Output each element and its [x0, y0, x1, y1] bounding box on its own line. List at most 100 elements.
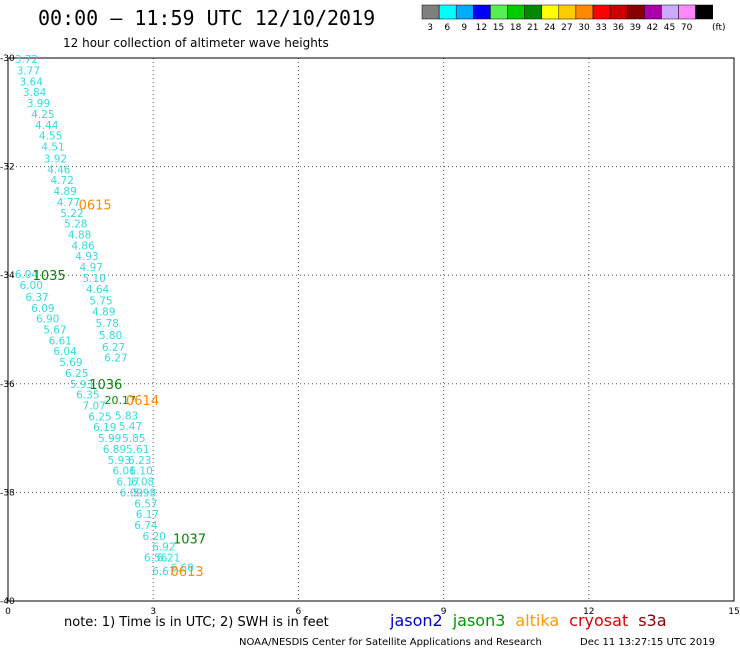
wave-height-point: 4.97 — [80, 262, 103, 274]
wave-height-point: 6.00 — [20, 280, 43, 292]
satellite-legend-s3a: s3a — [638, 611, 666, 630]
wave-height-point: 4.51 — [41, 142, 64, 154]
color-scale-label: 45 — [664, 23, 675, 33]
wave-height-point: 6.09 — [120, 487, 143, 499]
chart-title: 00:00 – 11:59 UTC 12/10/2019 — [38, 6, 375, 30]
color-scale-swatch — [473, 4, 491, 20]
satellite-legend-cryosat: cryosat — [569, 611, 628, 630]
footer-timestamp: Dec 11 13:27:15 UTC 2019 — [580, 637, 715, 648]
wave-height-point: 6.67 — [152, 566, 175, 578]
color-scale-swatch — [524, 4, 542, 20]
wave-height-point: 4.89 — [92, 307, 115, 319]
wave-height-point: 5.28 — [64, 219, 87, 231]
x-tick-label: 3 — [150, 607, 156, 617]
color-scale-swatch — [490, 4, 508, 20]
wave-height-point: 6.61 — [49, 335, 72, 347]
x-tick-label: 0 — [5, 607, 11, 617]
x-tick-labels: 0 3 6 9 12 15 — [5, 607, 740, 617]
wave-height-point: 6.35 — [76, 390, 99, 402]
y-tick-label: -36 — [0, 380, 15, 390]
color-scale-label: 24 — [544, 23, 556, 33]
x-tick-label: 9 — [441, 607, 447, 617]
color-scale-swatch — [678, 4, 696, 20]
wave-height-point: 3.64 — [20, 76, 44, 88]
wave-height-point: 6.23 — [128, 455, 151, 467]
color-scale-label: 18 — [510, 23, 522, 33]
color-scale-swatch — [592, 4, 611, 20]
wave-height-point: 6.89 — [103, 444, 126, 456]
color-scale-label: 21 — [527, 23, 538, 33]
wave-height-point: 6.27 — [102, 342, 125, 354]
wave-height-point: 4.86 — [71, 240, 95, 252]
wave-height-point: 4.46 — [47, 164, 71, 176]
color-scale-label: 33 — [595, 23, 606, 33]
wave-height-point: 6.25 — [88, 411, 111, 423]
wave-height-point: 5.85 — [122, 433, 145, 445]
wave-height-point: 5.80 — [99, 330, 122, 342]
wave-height-point: 6.60 — [171, 562, 194, 574]
wave-height-point: 4.72 — [51, 175, 74, 187]
color-scale-label: 42 — [647, 23, 658, 33]
color-scale-swatch — [421, 4, 440, 20]
pass-time-label: 0615 — [79, 199, 112, 214]
wave-height-point: 5.67 — [43, 325, 66, 337]
color-scale-label: 12 — [476, 23, 487, 33]
grid-lines — [8, 58, 734, 601]
color-scale-label: 39 — [630, 23, 642, 33]
wave-height-point: 4.77 — [57, 197, 80, 209]
wave-height-point: 6.19 — [93, 422, 116, 434]
color-scale-label: 70 — [681, 23, 693, 33]
plot-area: -30 -32 -34 -36 -38 -40 0 3 6 9 12 15 3.723.773.64… — [0, 54, 740, 617]
color-scale-label: 27 — [561, 23, 572, 33]
wave-height-point: 6.17 — [136, 509, 159, 521]
extra-value-label: 20.17 — [105, 394, 137, 407]
color-scale-label: 36 — [612, 23, 624, 33]
wave-height-point: 3.84 — [23, 87, 47, 99]
wave-height-point: 6.04 — [15, 269, 39, 281]
wave-height-point: 6.90 — [36, 314, 59, 326]
color-scale-label: 3 — [427, 23, 433, 33]
wave-height-point: 5.98 — [133, 487, 156, 499]
y-tick-label: -40 — [0, 597, 15, 607]
color-scale-swatch — [507, 4, 525, 20]
color-scale-swatch — [626, 4, 645, 20]
x-tick-label: 6 — [296, 607, 302, 617]
color-scale-legend: 3 6 9 12 15 18 21 24 27 30 33 36 39 42 45 70 — [421, 4, 713, 33]
wave-height-point: 4.88 — [68, 229, 91, 241]
wave-height-point: 4.55 — [39, 131, 62, 143]
color-scale-label: 6 — [444, 23, 450, 33]
wave-height-point: 7.07 — [82, 401, 105, 413]
x-tick-label: 12 — [583, 607, 594, 617]
wave-height-point: 5.78 — [96, 318, 119, 330]
y-tick-label: -38 — [0, 488, 15, 498]
y-tick-label: -30 — [0, 54, 15, 64]
color-scale-swatch — [575, 4, 594, 20]
wave-height-points: 3.723.773.643.843.994.254.444.554.513.92… — [15, 54, 194, 578]
wave-height-point: 4.89 — [53, 186, 76, 198]
pass-time-label: 1036 — [89, 378, 122, 393]
wave-height-point: 3.77 — [17, 65, 40, 77]
y-tick-label: -32 — [0, 163, 15, 173]
wave-height-point: 6.56 — [144, 553, 168, 565]
footer-credit: NOAA/NESDIS Center for Satellite Applica… — [239, 637, 542, 648]
wave-height-point: 4.25 — [31, 109, 54, 121]
wave-height-point: 3.92 — [44, 153, 67, 165]
wave-height-point: 6.57 — [134, 498, 157, 510]
wave-height-point: 6.01 — [112, 466, 135, 478]
wave-height-point: 6.27 — [104, 353, 127, 365]
wave-height-point: 5.47 — [119, 421, 142, 433]
wave-height-point: 6.21 — [157, 553, 180, 565]
pass-time-label: 1035 — [33, 269, 66, 284]
wave-height-point: 4.64 — [86, 284, 110, 296]
extra-value-labels: 20.17 — [105, 394, 137, 407]
wave-height-point: 6.10 — [129, 466, 152, 478]
pass-time-labels: 0615 1035 1036 0614 1037 0613 — [33, 199, 206, 581]
wave-height-point: 5.93 — [70, 379, 93, 391]
color-scale-swatch — [541, 4, 560, 20]
satellite-legend-jason3: jason3 — [452, 611, 506, 630]
color-scale-swatch — [695, 4, 713, 20]
wave-height-point: 3.99 — [27, 98, 50, 110]
pass-time-label: 1037 — [173, 533, 206, 548]
footer-note: note: 1) Time is in UTC; 2) SWH is in fe… — [64, 615, 329, 630]
